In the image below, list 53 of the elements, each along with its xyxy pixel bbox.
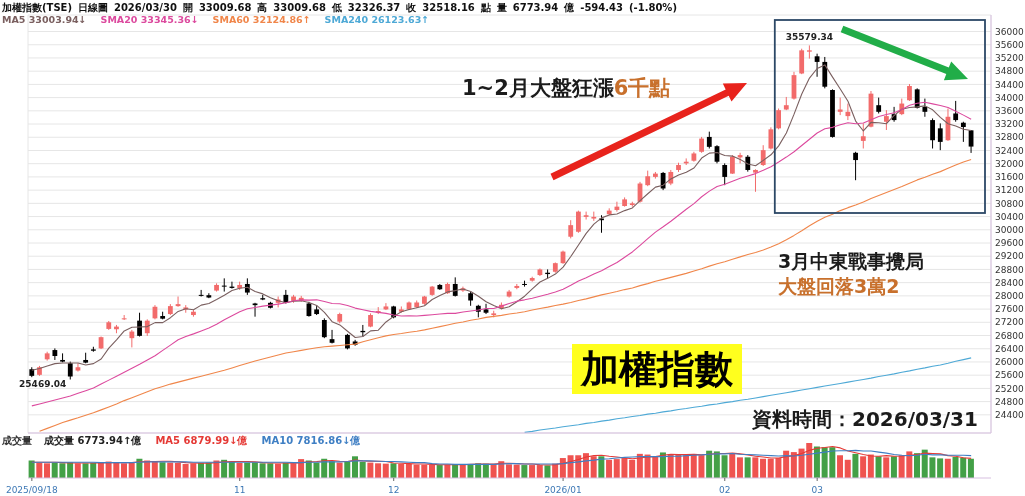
x-tick-label: 2025/09/18 [5,485,59,495]
text: SMA240 26123.63↑ [324,14,430,26]
annotation: 1~2月大盤狂漲 [462,76,614,100]
y-tick-label: 32800 [995,132,1024,143]
y-tick-label: 25600 [995,370,1024,381]
chart-title: 成交量 [2,435,32,447]
annotation: 大盤回落3萬2 [778,275,900,297]
y-tick-label: 34400 [995,79,1024,90]
text: MA5 33003.94↓ [2,14,87,26]
annotation: 資料時間：2026/03/31 [752,407,978,431]
y-tick-label: 28400 [995,277,1024,288]
y-tick-label: 31200 [995,185,1024,196]
y-tick-label: 32000 [995,158,1024,169]
text: 加權指數 [572,344,742,394]
y-tick-label: 31600 [995,172,1024,183]
annotation: 6千點 [613,76,671,100]
y-tick-label: 24800 [995,396,1024,407]
y-tick-label: 29200 [995,251,1024,262]
y-tick-label: 26400 [995,343,1024,354]
y-tick-label: 34000 [995,92,1024,103]
y-tick-label: 28800 [995,264,1024,275]
y-tick-label: 36000 [995,26,1024,37]
y-tick-label: 30400 [995,211,1024,222]
y-tick-label: 25200 [995,383,1024,394]
y-tick-label: 27600 [995,304,1024,315]
chart-subtitle: 加權指數(TSE) 日線圖 2026/03/30 開 33009.68 高 33009.68 低 32326.37 收 32518.16 點 量 6773.94 億 -594.43 (-1.80%) [2,2,677,14]
text: SMA20 33345.36↓ [100,14,199,26]
y-tick-label: 26000 [995,357,1024,368]
y-tick-label: 32400 [995,145,1024,156]
y-tick-label: 33200 [995,119,1024,130]
y-tick-label: 30000 [995,224,1024,235]
x-tick-label: 02 [719,485,731,495]
series-label: MA10 7816.86↓億 [261,435,361,447]
text: SMA60 32124.86↑ [212,14,311,26]
y-tick-label: 27200 [995,317,1024,328]
annotation: 25469.04 [19,378,67,390]
y-tick-label: 24400 [995,410,1024,421]
series-label: 成交量 6773.94↑億 [44,435,142,447]
y-tick-label: 29600 [995,238,1024,249]
annotation: 3月中東戰事攪局 [778,250,925,272]
y-tick-label: 33600 [995,106,1024,117]
y-tick-label: 35600 [995,39,1024,50]
y-tick-label: 34800 [995,66,1024,77]
series-label: MA5 6879.99↓億 [155,435,248,447]
x-tick-label: 03 [811,485,823,495]
y-tick-label: 30800 [995,198,1024,209]
annotation: 35579.34 [785,32,834,44]
y-tick-label: 28000 [995,291,1024,302]
y-tick-label: 26800 [995,330,1024,341]
x-tick-label: 12 [387,485,400,495]
x-tick-label: 2026/01 [544,485,582,495]
y-tick-label: 35200 [995,53,1024,64]
x-tick-label: 11 [234,485,246,495]
